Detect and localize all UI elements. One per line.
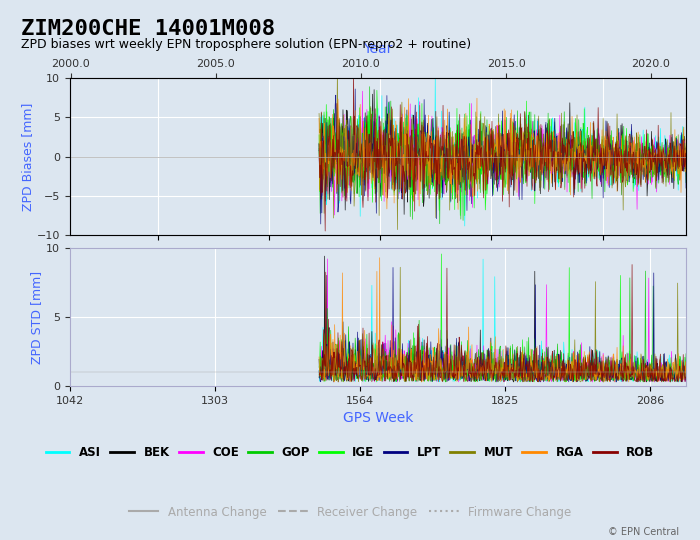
X-axis label: GPS Week: GPS Week: [343, 411, 413, 426]
Text: ZPD biases wrt weekly EPN troposphere solution (EPN-repro2 + routine): ZPD biases wrt weekly EPN troposphere so…: [21, 38, 471, 51]
Legend: ASI, BEK, COE, GOP, IGE, LPT, MUT, RGA, ROB: ASI, BEK, COE, GOP, IGE, LPT, MUT, RGA, …: [41, 442, 659, 464]
Y-axis label: ZPD Biases [mm]: ZPD Biases [mm]: [21, 103, 34, 211]
Y-axis label: ZPD STD [mm]: ZPD STD [mm]: [31, 271, 43, 364]
X-axis label: Year: Year: [363, 42, 393, 56]
Text: ZIM200CHE 14001M008: ZIM200CHE 14001M008: [21, 19, 275, 39]
Legend: Antenna Change, Receiver Change, Firmware Change: Antenna Change, Receiver Change, Firmwar…: [124, 501, 576, 523]
Text: © EPN Central: © EPN Central: [608, 527, 679, 537]
